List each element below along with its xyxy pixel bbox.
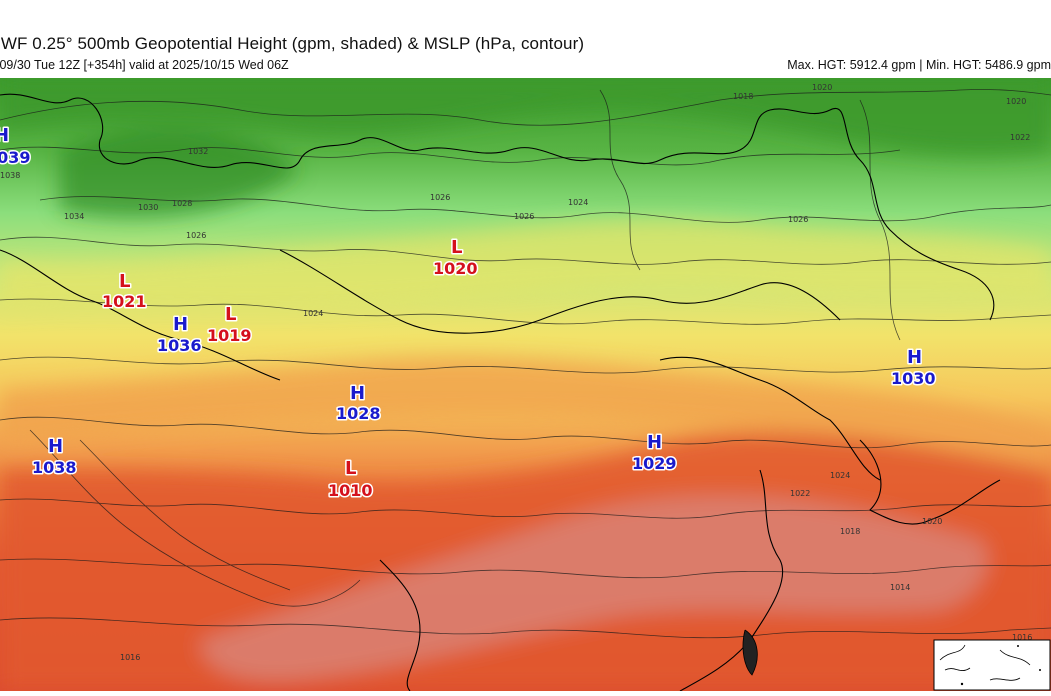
- isobar-label: 1026: [514, 212, 534, 221]
- system-value: 1039: [0, 148, 31, 167]
- system-value: 1010: [328, 481, 373, 500]
- inset-map: [933, 639, 1051, 691]
- high-pressure-marker: H 1029: [631, 431, 679, 475]
- pressure-systems: H 1039 L 1021 H 1036 L 1019 L 1020 H 102…: [0, 124, 938, 502]
- high-pressure-marker: H 1039: [0, 124, 32, 169]
- isobar-label: 1026: [430, 193, 450, 202]
- isobar-label: 1018: [733, 92, 753, 101]
- system-type: H: [0, 125, 9, 146]
- isobar-label: 1024: [830, 471, 850, 480]
- high-pressure-marker: H 1028: [335, 382, 383, 425]
- isobar-label: 1030: [138, 203, 158, 212]
- system-value: 1019: [207, 326, 252, 345]
- isobar-label: 1038: [0, 171, 20, 180]
- low-pressure-marker: L 1010: [327, 457, 375, 502]
- isobar-label: 1018: [840, 527, 860, 536]
- high-pressure-marker: H 1036: [156, 313, 204, 357]
- low-pressure-marker: L 1020: [432, 236, 480, 280]
- isobar-label: 1022: [1010, 133, 1030, 142]
- isobar-label: 1034: [64, 212, 84, 221]
- isobar-contours: [0, 89, 1051, 639]
- system-type: H: [48, 436, 63, 457]
- system-type: L: [225, 304, 236, 325]
- isobar-label: 1014: [890, 583, 910, 592]
- weather-map: 1032 1034 1030 1028 1026 1024 1026 1026 …: [0, 78, 1051, 692]
- isobar-label: 1028: [172, 199, 192, 208]
- map-title: IWF 0.25° 500mb Geopotential Height (gpm…: [0, 34, 585, 53]
- system-value: 1038: [32, 458, 77, 477]
- isobar-label: 1026: [186, 231, 206, 240]
- isobar-label: 1020: [1006, 97, 1026, 106]
- isobar-label: 1016: [1012, 633, 1032, 642]
- isobar-label: 1020: [922, 517, 942, 526]
- high-pressure-marker: H 1030: [890, 346, 938, 390]
- system-value: 1020: [433, 259, 478, 278]
- system-type: L: [119, 271, 130, 292]
- system-type: H: [173, 314, 188, 335]
- map-svg: 1032 1034 1030 1028 1026 1024 1026 1026 …: [0, 78, 1051, 692]
- system-type: H: [907, 347, 922, 368]
- system-type: L: [345, 458, 356, 479]
- country-borders: [0, 93, 1001, 692]
- isobar-label: 1026: [788, 215, 808, 224]
- isobar-label: 1032: [188, 147, 208, 156]
- height-bands: [0, 78, 1051, 691]
- isobar-label: 1024: [303, 309, 323, 318]
- isobar-label: 1020: [812, 83, 832, 92]
- isobar-label: 1022: [790, 489, 810, 498]
- system-type: H: [350, 383, 365, 404]
- system-value: 1036: [157, 336, 202, 355]
- high-pressure-marker: H 1038: [31, 435, 79, 479]
- isobar-labels: 1032 1034 1030 1028 1026 1024 1026 1026 …: [0, 83, 1032, 662]
- system-value: 1021: [102, 292, 147, 311]
- system-type: L: [451, 237, 462, 258]
- system-value: 1029: [632, 454, 677, 473]
- system-type: H: [647, 432, 662, 453]
- height-extremes: Max. HGT: 5912.4 gpm | Min. HGT: 5486.9 …: [787, 58, 1051, 72]
- isobar-label: 1016: [120, 653, 140, 662]
- low-pressure-marker: L 1019: [206, 303, 254, 347]
- valid-time: /09/30 Tue 12Z [+354h] valid at 2025/10/…: [0, 58, 289, 72]
- system-value: 1030: [891, 369, 936, 388]
- system-value: 1028: [336, 404, 381, 423]
- isobar-label: 1024: [568, 198, 588, 207]
- low-pressure-marker: L 1021: [101, 270, 149, 313]
